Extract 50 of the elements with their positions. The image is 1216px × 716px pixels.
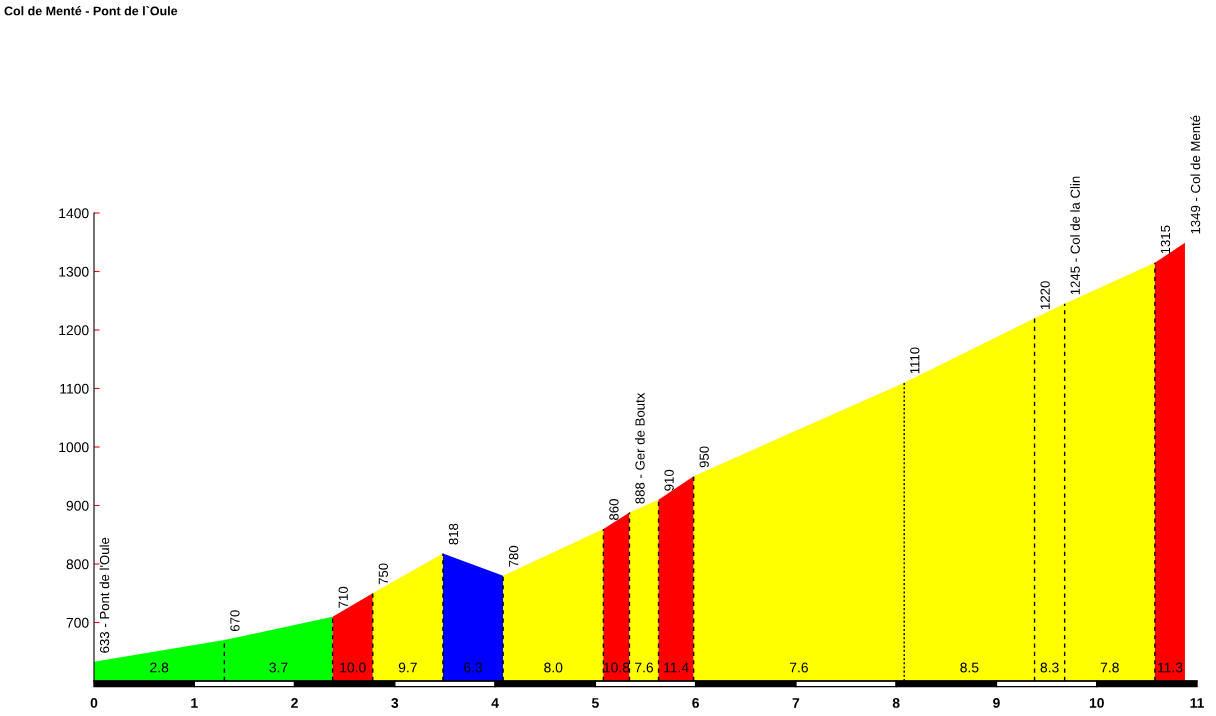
y-tick-label: 1100 xyxy=(60,383,89,394)
y-tick-label: 1000 xyxy=(59,442,89,453)
annotation: 910 xyxy=(664,469,674,491)
annotation: 8.0 xyxy=(544,662,563,673)
annotation: 1110 xyxy=(910,347,920,374)
annotation: 1220 xyxy=(1040,281,1050,309)
y-tick-label: 1300 xyxy=(59,266,89,277)
annotation: 2.8 xyxy=(150,662,169,673)
annotation: 1315 xyxy=(1160,225,1171,254)
x-tick-label: 6 xyxy=(692,698,699,708)
chart-title: Col de Menté - Pont de l`Oule xyxy=(4,6,178,16)
annotation: 8.5 xyxy=(960,662,979,673)
annotation: 950 xyxy=(699,446,709,468)
annotation: 1349 - Col de Menté xyxy=(1190,115,1201,234)
x-tick-label: 7 xyxy=(792,698,800,708)
annotation: 818 xyxy=(448,523,459,545)
annotation: 6.3 xyxy=(464,662,483,673)
y-tick-label: 800 xyxy=(66,559,89,570)
annotation: 780 xyxy=(509,545,519,567)
y-tick-label: 900 xyxy=(66,500,89,511)
annotation: 3.7 xyxy=(269,662,288,673)
x-tick-label: 5 xyxy=(591,698,599,708)
x-tick-label: 3 xyxy=(391,698,399,708)
annotation: 633 - Pont de l'Oule xyxy=(99,537,110,653)
annotation: 7.6 xyxy=(789,662,808,673)
annotation: 750 xyxy=(378,563,389,585)
x-tick-label: 1 xyxy=(191,698,198,708)
annotation: 9.7 xyxy=(398,662,417,673)
x-tick-label: 8 xyxy=(892,698,900,708)
x-tick-label: 10 xyxy=(1089,698,1104,708)
annotation: 7.6 xyxy=(635,662,654,673)
annotation: 7.8 xyxy=(1100,662,1119,673)
annotation: 8.3 xyxy=(1040,662,1059,673)
annotation: 10.8 xyxy=(603,662,630,673)
x-tick-label: 11 xyxy=(1190,698,1204,708)
annotation: 10.0 xyxy=(340,662,366,673)
y-tick-label: 1200 xyxy=(59,325,89,336)
annotation: 670 xyxy=(230,610,240,632)
x-tick-label: 0 xyxy=(90,698,98,708)
y-tick-label: 700 xyxy=(66,617,89,628)
x-tick-label: 2 xyxy=(291,698,298,708)
y-tick-label: 1400 xyxy=(59,208,89,219)
x-tick-label: 4 xyxy=(491,698,499,708)
annotation: 888 - Ger de Boutx xyxy=(635,392,645,504)
annotation: 710 xyxy=(338,586,348,608)
x-tick-label: 9 xyxy=(993,698,1000,708)
annotation: 860 xyxy=(609,499,619,520)
annotation: 11.3 xyxy=(1157,662,1183,673)
annotation: 1245 - Col de la Clin xyxy=(1070,176,1080,295)
annotation: 11.4 xyxy=(664,662,689,673)
